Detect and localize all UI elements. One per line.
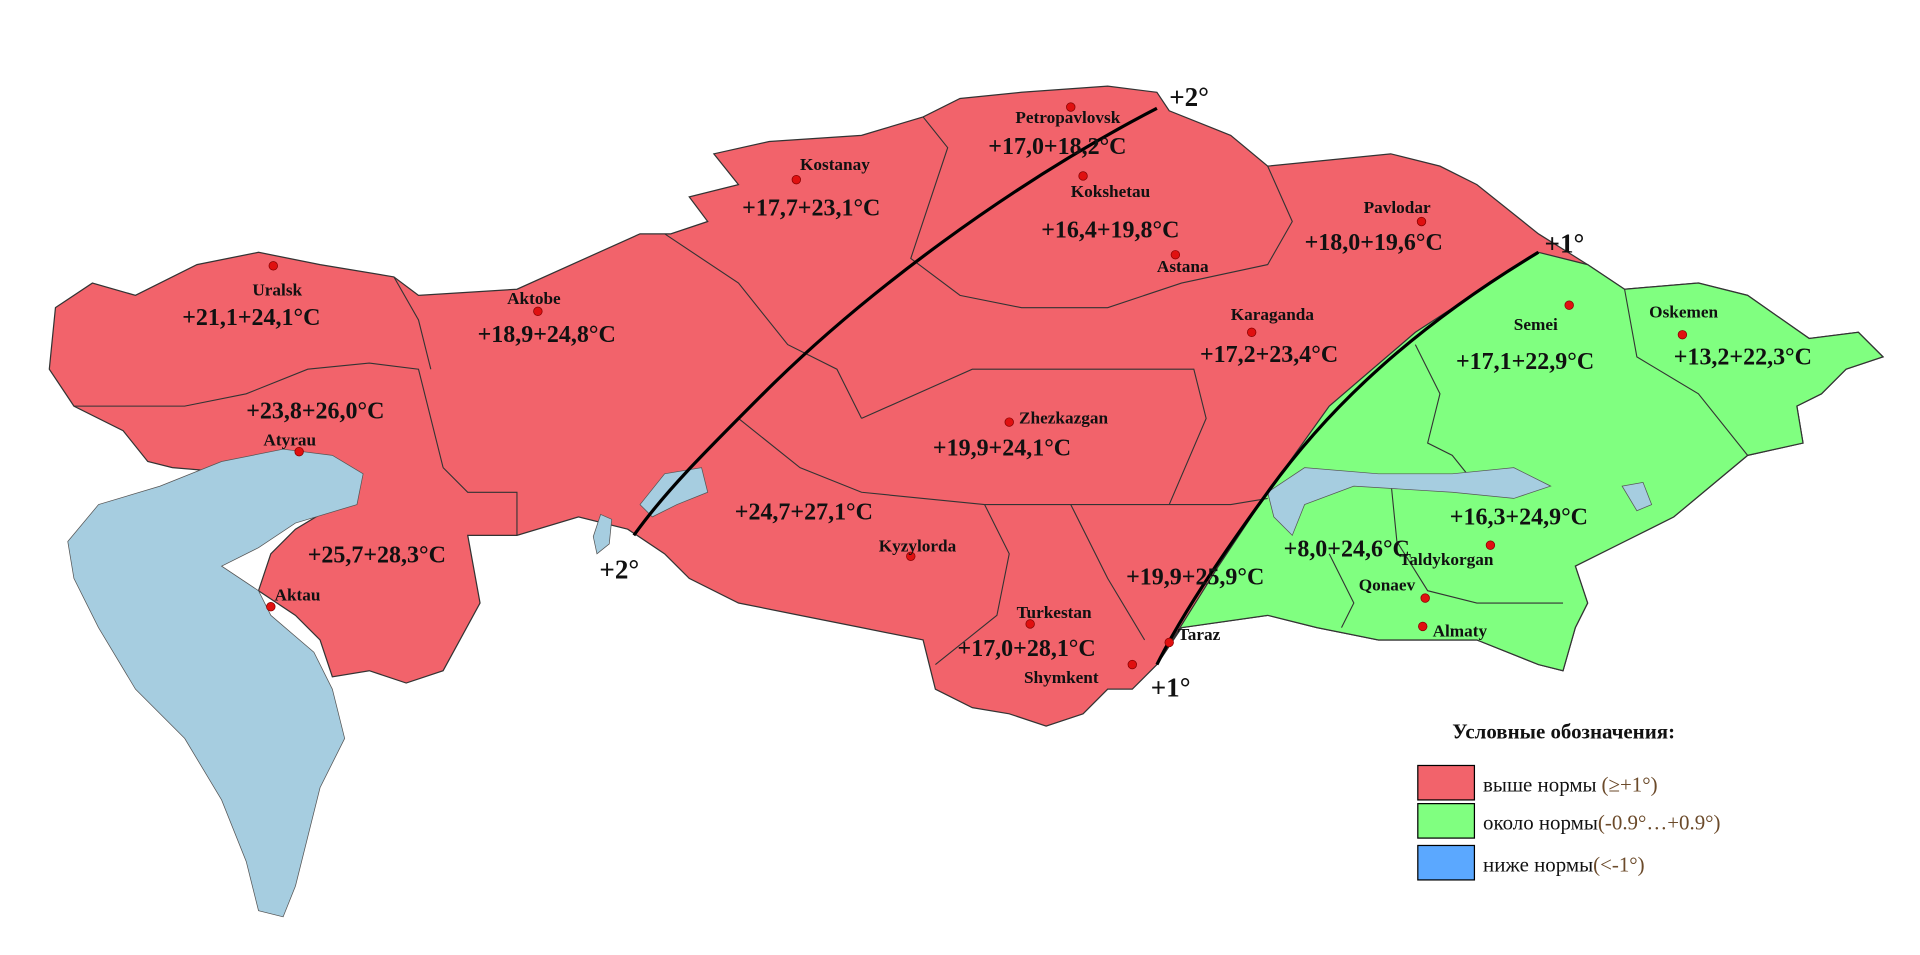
city-label-kostanay: Kostanay (800, 155, 870, 174)
isoline-plus1 (1155, 250, 1540, 666)
temp-range-atyrau: +23,8+26,0°C (246, 398, 384, 424)
temp-range-kyzylorda: +24,7+27,1°C (735, 499, 873, 525)
temp-range-aktobe: +18,9+24,8°C (478, 322, 616, 348)
city-dot-kostanay (791, 175, 801, 185)
city-label-uralsk: Uralsk (252, 280, 302, 299)
isoline-label-plus2-north: +2° (1169, 82, 1209, 112)
temp-range-zhezkazgan: +19,9+24,1°C (933, 435, 1071, 461)
temp-range-kostanay: +17,7+23,1°C (742, 195, 880, 221)
city-label-atyrau: Atyrau (263, 431, 316, 450)
lake-balkhash (1267, 467, 1552, 536)
city-dot-semei (1564, 300, 1574, 310)
city-label-almaty: Almaty (1433, 621, 1488, 640)
city-label-taraz: Taraz (1178, 625, 1221, 644)
city-label-aktau: Aktau (275, 586, 321, 605)
city-dot-qonaev (1420, 593, 1430, 603)
temp-range-qonaev: +8,0+24,6°C (1284, 536, 1410, 562)
city-dot-zhezkazgan (1004, 417, 1014, 427)
temp-range-kokshetau: +16,4+19,8°C (1041, 218, 1179, 244)
isoline-label-plus2-south: +2° (599, 554, 639, 584)
city-dot-taraz (1164, 637, 1174, 648)
temp-range-aktau: +25,7+28,3°C (308, 542, 446, 568)
city-dot-petropavlovsk (1066, 102, 1076, 112)
temp-range-oskemen: +13,2+22,3°C (1674, 344, 1812, 370)
city-label-pavlodar: Pavlodar (1364, 198, 1431, 217)
temp-range-petropavlovsk: +17,0+18,2°C (988, 134, 1126, 160)
city-dot-kyzylorda (906, 551, 916, 561)
legend-swatch-above-norm (1417, 764, 1476, 801)
legend: Условные обозначения: выше нормы (≥+1°) о… (1417, 719, 1721, 881)
city-dot-pavlodar (1416, 216, 1427, 227)
legend-swatch-near-norm (1417, 803, 1476, 839)
legend-item-below-norm: ниже нормы(<-1°) (1483, 852, 1645, 876)
city-dot-almaty (1418, 621, 1428, 632)
city-label-aktobe: Aktobe (507, 289, 561, 308)
temp-range-taldykorgan: +16,3+24,9°C (1450, 504, 1588, 530)
city-dot-karaganda (1246, 327, 1257, 337)
temp-range-turkestan: +17,0+28,1°C (958, 636, 1096, 662)
legend-item-above-norm: выше нормы (≥+1°) (1483, 772, 1658, 796)
isoline-label-plus1-north: +1° (1545, 228, 1585, 258)
city-label-kyzylorda: Kyzylorda (879, 536, 957, 555)
temp-range-pavlodar: +18,0+19,6°C (1305, 230, 1443, 256)
legend-title: Условные обозначения: (1452, 719, 1675, 743)
city-label-taldykorgan: Taldykorgan (1399, 550, 1494, 569)
city-dot-atyrau (294, 446, 304, 457)
temp-range-uralsk: +21,1+24,1°C (182, 305, 320, 331)
city-dot-aktobe (533, 306, 543, 317)
region-borders (73, 116, 1749, 665)
city-dot-aktau (266, 602, 276, 612)
city-label-oskemen: Oskemen (1649, 303, 1718, 322)
city-label-karaganda: Karaganda (1231, 305, 1315, 324)
city-label-astana: Astana (1157, 257, 1209, 276)
city-label-shymkent: Shymkent (1024, 668, 1099, 687)
isoline-label-plus1-south: +1° (1151, 673, 1191, 703)
caspian-sea (67, 448, 364, 918)
lake-alakol (1621, 482, 1653, 512)
city-dot-taldykorgan (1485, 540, 1496, 550)
city-dot-kokshetau (1078, 171, 1088, 181)
temp-range-karaganda: +17,2+23,4°C (1200, 342, 1338, 368)
city-label-turkestan: Turkestan (1017, 603, 1092, 622)
city-label-qonaev: Qonaev (1359, 576, 1416, 595)
temp-range-semei: +17,1+22,9°C (1456, 349, 1594, 375)
water-bodies (67, 448, 1653, 918)
legend-item-near-norm: около нормы(-0.9°…+0.9°) (1483, 810, 1721, 834)
city-dot-uralsk (268, 261, 278, 271)
city-label-semei: Semei (1514, 315, 1558, 334)
city-label-zhezkazgan: Zhezkazgan (1019, 408, 1108, 427)
city-label-petropavlovsk: Petropavlovsk (1015, 108, 1120, 127)
isoline-plus2 (632, 106, 1158, 537)
legend-swatch-below-norm (1417, 844, 1476, 881)
city-dot-turkestan (1025, 619, 1035, 629)
city-dot-astana (1170, 250, 1181, 260)
city-label-kokshetau: Kokshetau (1071, 182, 1151, 201)
city-dot-shymkent (1127, 659, 1137, 670)
city-markers: Petropavlovsk +17,0+18,2°C Kostanay +17,7+2… (182, 102, 1812, 687)
small-aral (592, 513, 613, 555)
city-dot-oskemen (1677, 330, 1688, 340)
temp-range-taraz: +19,9+25,9°C (1126, 565, 1264, 591)
